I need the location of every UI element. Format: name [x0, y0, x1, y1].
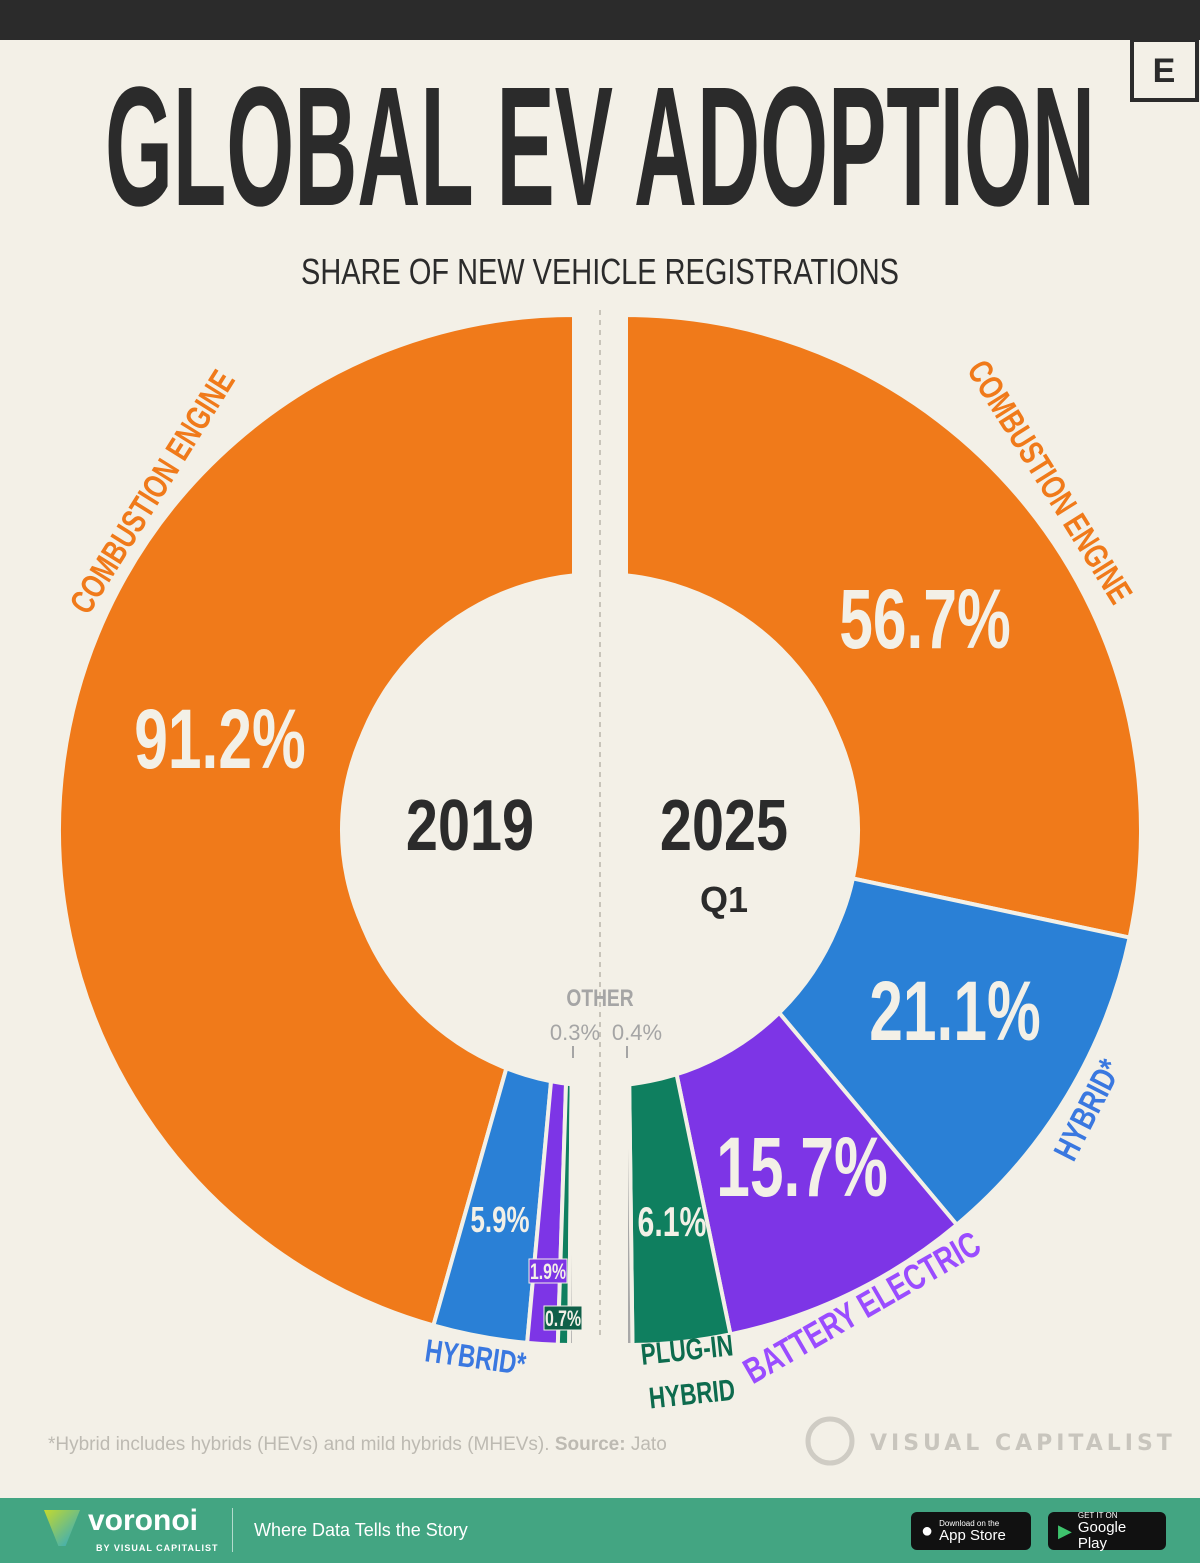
brand-logo-box — [1130, 38, 1199, 102]
value-label-2025-other: 0.4% — [612, 1020, 662, 1045]
value-label-2019-combustion: 91.2% — [134, 692, 305, 786]
value-label-2019-hybrid: 5.9% — [470, 1200, 529, 1240]
value-label-2019-battery-bg — [528, 1258, 568, 1284]
value-label-2025-battery: 15.7% — [716, 1120, 887, 1214]
value-label-2019-plugin: 0.7% — [545, 1308, 581, 1332]
top-bar — [0, 0, 1200, 40]
app-store-big: App Store — [939, 1526, 1006, 1544]
year-2025-quarter: Q1 — [700, 879, 748, 920]
footer-divider — [232, 1508, 233, 1552]
google-play-button[interactable]: ▶ GET IT ON Google Play — [1048, 1510, 1166, 1552]
value-label-2025-hybrid: 21.1% — [869, 964, 1040, 1058]
vc-logo: VISUAL CAPITALIST — [870, 1431, 1176, 1456]
footer-bar: voronoi BY VISUAL CAPITALIST Where Data … — [0, 1498, 1200, 1563]
google-play-big: Google Play — [1077, 1518, 1127, 1552]
voronoi-brand-sub: BY VISUAL CAPITALIST — [96, 1543, 219, 1553]
donut-hole — [342, 572, 858, 1088]
value-label-2025-combustion: 56.7% — [839, 572, 1010, 666]
segment-2019-other — [567, 1059, 576, 1348]
tagline: Where Data Tells the Story — [254, 1520, 468, 1540]
vc-logo-icon — [805, 1416, 855, 1466]
chart: E GLOBAL EV ADOPTION SHARE OF NEW VEHICL… — [48, 38, 1199, 1466]
app-store-small: Download on the — [939, 1518, 1000, 1528]
apple-icon: ● — [921, 1519, 934, 1542]
other-label: OTHER — [566, 984, 633, 1012]
subtitle: SHARE OF NEW VEHICLE REGISTRATIONS — [301, 251, 899, 292]
value-label-2025-plugin: 6.1% — [638, 1198, 707, 1245]
google-play-icon: ▶ — [1058, 1520, 1072, 1541]
voronoi-brand: voronoi — [88, 1504, 198, 1537]
brand-logo: E — [1153, 52, 1176, 90]
value-label-2019-plugin-bg — [543, 1305, 583, 1331]
page-title: GLOBAL EV ADOPTION — [105, 52, 1095, 242]
year-2019: 2019 — [406, 785, 534, 866]
year-2025: 2025 — [660, 785, 788, 866]
value-label-2019-battery: 1.9% — [530, 1261, 566, 1285]
google-play-small: GET IT ON — [1077, 1510, 1118, 1520]
value-label-2019-other: 0.3% — [550, 1020, 600, 1045]
footnote: *Hybrid includes hybrids (HEVs) and mild… — [48, 1434, 667, 1455]
app-store-button[interactable]: ● Download on the App Store — [911, 1512, 1031, 1550]
voronoi-logo-icon — [44, 1510, 80, 1546]
category-label-plugin-line2: HYBRID — [647, 1372, 736, 1415]
